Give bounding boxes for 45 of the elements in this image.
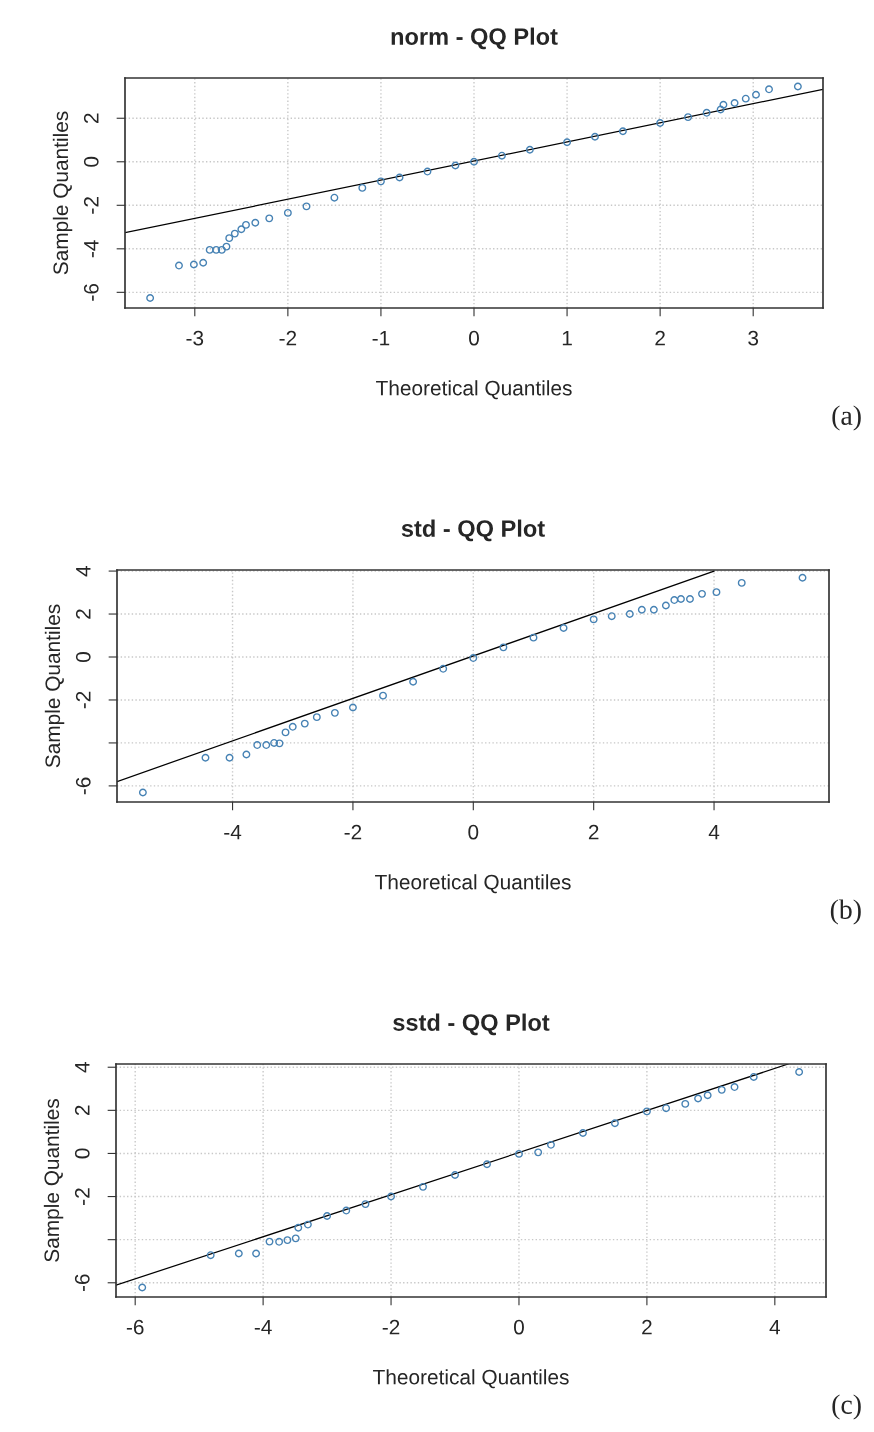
x-tick-label: 2: [642, 1319, 652, 1335]
y-tick-label: 2: [74, 1105, 90, 1116]
x-tick-label: -1: [372, 330, 390, 346]
text: (c): [832, 1394, 861, 1420]
x-tick-label: 3: [748, 330, 759, 346]
chart-title: sstd - QQ Plot: [393, 1013, 550, 1036]
y-tick-label: -6: [74, 1274, 90, 1292]
x-axis-title: Theoretical Quantiles: [373, 1369, 569, 1389]
y-tick-label: -6: [83, 283, 99, 301]
x-axis-title: Theoretical Quantiles: [375, 874, 571, 894]
chart-title: std - QQ Plot: [401, 519, 545, 542]
x-axis-title: Theoretical Quantiles: [376, 380, 572, 400]
x-tick-label: 0: [469, 330, 479, 346]
y-tick-label: -6: [75, 777, 91, 795]
x-tick-label: 1: [562, 330, 572, 346]
y-tick-label: 4: [75, 1062, 90, 1073]
y-tick-label: -2: [75, 691, 91, 709]
y-tick-label: 4: [76, 565, 91, 577]
y-axis-title: Sample Quantiles: [52, 111, 73, 275]
chart-title: norm - QQ Plot: [391, 27, 558, 50]
y-tick-label: 2: [75, 609, 91, 619]
y-tick-label: -2: [74, 1188, 90, 1205]
x-tick-label: -4: [224, 824, 242, 840]
x-tick-label: -2: [279, 330, 297, 346]
y-tick-label: 0: [75, 652, 91, 662]
text: (a): [832, 405, 861, 431]
x-tick-label: -2: [344, 824, 362, 840]
x-tick-label: 2: [588, 824, 599, 840]
x-tick-label: -2: [382, 1319, 400, 1335]
y-tick-label: 0: [74, 1148, 90, 1159]
x-tick-label: 4: [708, 824, 720, 840]
x-tick-label: -4: [254, 1319, 272, 1335]
y-tick-label: 0: [83, 156, 99, 167]
x-tick-label: -6: [126, 1319, 144, 1335]
x-tick-label: 0: [513, 1319, 524, 1335]
y-axis-title: Sample Quantiles: [44, 604, 65, 768]
y-tick-label: 2: [83, 113, 99, 123]
x-tick-label: -3: [186, 330, 204, 346]
y-tick-label: -4: [84, 240, 99, 258]
x-tick-label: 4: [769, 1319, 781, 1335]
y-axis-title: Sample Quantiles: [43, 1099, 64, 1262]
y-tick-label: -2: [83, 197, 99, 214]
x-tick-label: 2: [655, 330, 665, 346]
x-tick-label: 0: [468, 824, 479, 840]
text: (b): [830, 899, 861, 925]
